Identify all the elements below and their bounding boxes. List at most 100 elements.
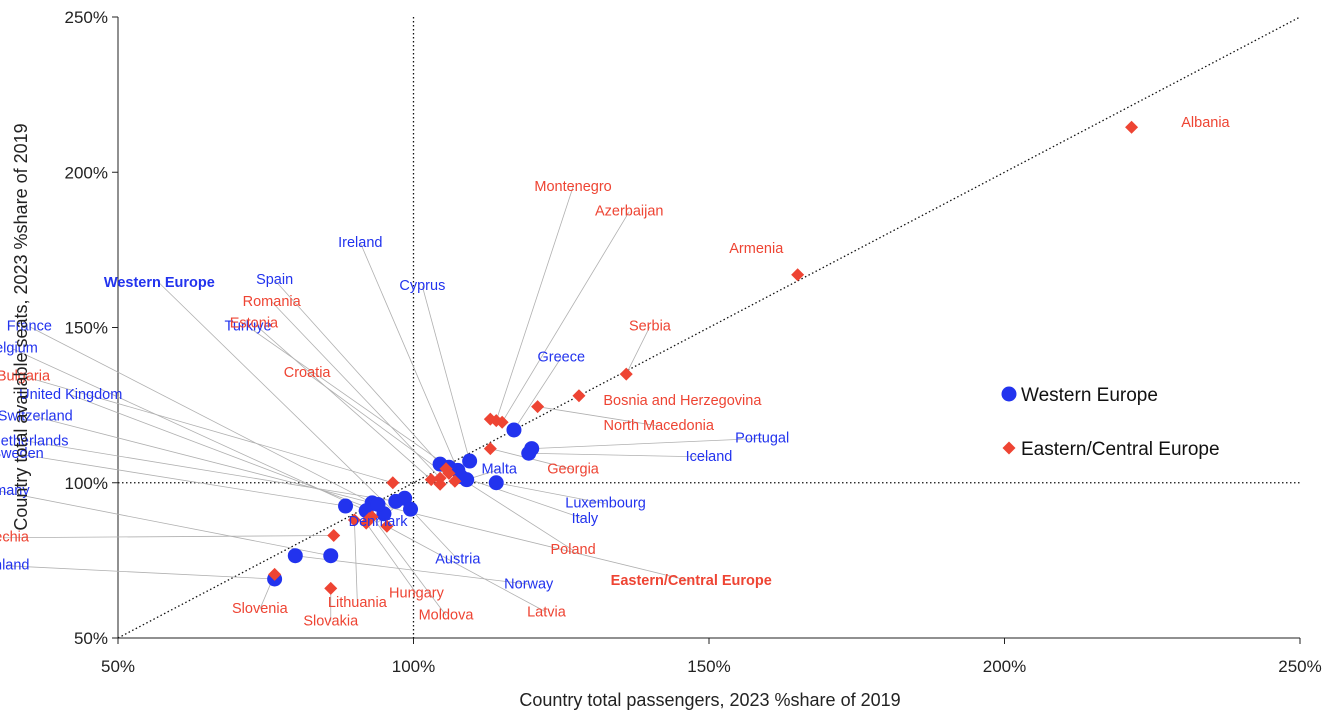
data-label-georgia: Georgia <box>547 461 600 477</box>
western-point-luxembourg <box>488 475 504 491</box>
y-tick-label: 150% <box>65 319 108 338</box>
data-label-serbia: Serbia <box>629 319 672 335</box>
legend-label-eastern: Eastern/Central Europe <box>1021 439 1220 460</box>
leader-line <box>386 525 547 613</box>
data-label-finland: Finland <box>0 558 29 574</box>
data-label-latvia: Latvia <box>527 604 567 620</box>
leader-line <box>159 282 391 508</box>
eastern-point-czechia <box>327 529 341 543</box>
data-label-hungary: Hungary <box>389 586 445 602</box>
leader-line <box>359 242 459 471</box>
data-label-italy: Italy <box>572 511 599 527</box>
western-point-sweden <box>338 498 354 514</box>
data-label-poland: Poland <box>550 542 595 558</box>
data-label-slovenia: Slovenia <box>232 601 289 617</box>
data-label-bosnia-and-herzegovina: Bosnia and Herzegovina <box>603 393 762 409</box>
data-label-luxembourg: Luxembourg <box>565 496 646 512</box>
data-label-estonia: Estonia <box>230 316 279 332</box>
western-point-greece <box>506 422 522 438</box>
y-tick-label: 250% <box>65 8 108 27</box>
x-axis-title: Country total passengers, 2023 %share of… <box>519 690 900 710</box>
leader-line <box>0 490 331 557</box>
data-label-albania: Albania <box>1181 115 1230 131</box>
western-point-switzerland <box>370 496 386 512</box>
leader-line <box>496 482 606 504</box>
leader-line <box>501 211 630 423</box>
leader-line <box>410 508 459 560</box>
eastern-point-ukraine-like <box>483 412 497 426</box>
leader-line <box>70 394 385 515</box>
axes: 50% 50% 100% 100% 150% 150% 200% 200% 250% 250% <box>65 8 1322 676</box>
leader-line <box>365 522 417 594</box>
data-label-cyprus: Cyprus <box>399 278 445 294</box>
data-label-north-macedonia: North Macedonia <box>604 418 715 434</box>
y-axis-title: Country total available seats, 2023 %sha… <box>11 123 31 530</box>
leader-line <box>29 326 373 504</box>
data-label-lithuania: Lithuania <box>328 595 388 611</box>
eastern-point-armenia <box>791 268 805 282</box>
data-label-moldova: Moldova <box>419 607 475 623</box>
data-label-norway: Norway <box>504 576 554 592</box>
data-label-ireland: Ireland <box>338 235 382 251</box>
data-label-germany: Germany <box>0 483 30 499</box>
reference-lines <box>117 16 1301 639</box>
data-label-bulgaria: Bulgaria <box>0 368 51 384</box>
data-label-western-europe: Western Europe <box>104 275 215 291</box>
leader-line <box>271 301 441 479</box>
data-label-france: France <box>7 319 52 335</box>
leader-line <box>274 279 441 465</box>
x-tick-label: 50% <box>101 657 135 676</box>
y-tick-label: 50% <box>74 629 108 648</box>
data-label-czechia: Czechia <box>0 530 30 546</box>
legend-label-western: Western Europe <box>1021 385 1158 406</box>
leader-line <box>513 357 562 431</box>
x-tick-label: 100% <box>392 657 435 676</box>
leader-line <box>23 375 393 484</box>
eastern-point-north-macedonia <box>531 400 545 414</box>
leader-line <box>35 416 379 505</box>
data-label-greece: Greece <box>537 350 585 366</box>
leader-line <box>528 452 710 458</box>
leader-line <box>495 186 574 421</box>
legend: Western Europe Eastern/Central Europe <box>1001 385 1220 460</box>
leader-line <box>625 326 651 375</box>
legend-marker-western <box>1001 386 1017 402</box>
eastern-point-latvia <box>380 519 394 533</box>
data-points <box>267 120 1139 595</box>
leader-line <box>253 323 432 480</box>
eastern-point-albania <box>1125 120 1139 134</box>
data-label-armenia: Armenia <box>729 241 784 257</box>
data-label-turkiye: Turkiye <box>225 319 272 335</box>
data-label-spain: Spain <box>256 272 293 288</box>
x-tick-label: 250% <box>1278 657 1321 676</box>
leader-line <box>460 476 586 520</box>
leader-lines <box>0 186 763 622</box>
eastern-point-estonia <box>424 473 438 487</box>
eastern-point-estonia-b <box>442 466 456 480</box>
data-label-sweden: Sweden <box>0 446 44 462</box>
leader-line <box>421 286 471 462</box>
data-label-denmark: Denmark <box>349 514 409 530</box>
leader-line <box>5 565 275 580</box>
eastern-point-croatia <box>448 474 462 488</box>
eastern-point-x1 <box>433 477 447 491</box>
western-point-norway <box>287 548 303 564</box>
data-label-azerbaijan: Azerbaijan <box>595 204 664 220</box>
western-point-iceland <box>521 445 537 461</box>
western-point-austria <box>403 501 419 517</box>
eastern-point-azerbaijan <box>495 415 509 429</box>
eastern-point-serbia <box>619 367 633 381</box>
leader-line <box>371 516 447 616</box>
data-label-montenegro: Montenegro <box>534 179 611 195</box>
data-label-switzerland: Switzerland <box>0 409 73 425</box>
leader-line <box>354 519 358 603</box>
data-label-portugal: Portugal <box>735 430 789 446</box>
western-point-germany <box>323 548 339 564</box>
eastern-point-lithuania <box>347 513 361 527</box>
leader-line <box>531 437 763 449</box>
data-label-slovakia: Slovakia <box>303 614 359 630</box>
eastern-point-x2 <box>362 511 376 525</box>
leader-line <box>11 347 367 512</box>
data-label-iceland: Iceland <box>686 449 733 465</box>
